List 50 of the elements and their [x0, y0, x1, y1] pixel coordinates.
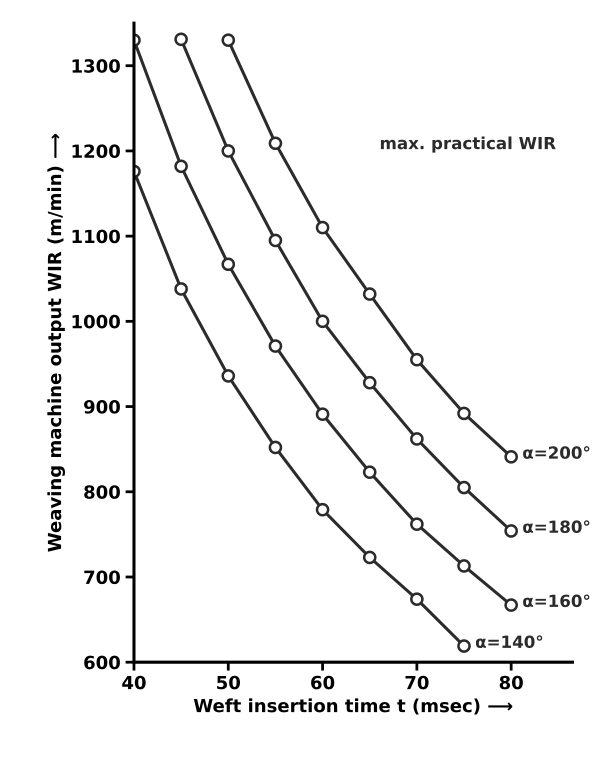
point	[221, 369, 236, 383]
point	[504, 598, 518, 612]
point	[221, 144, 236, 158]
y-tick-label: 600	[84, 656, 120, 670]
point	[362, 287, 377, 301]
point	[268, 234, 282, 248]
x-tick-label: 70	[406, 676, 429, 690]
point	[457, 406, 471, 420]
point	[362, 550, 377, 564]
point	[174, 282, 188, 296]
point	[316, 407, 330, 422]
series-label: α=200°	[523, 446, 590, 459]
point	[174, 32, 188, 46]
point	[410, 592, 424, 606]
y-axis-title: Weaving machine output WIR (m/min) ⟶	[47, 134, 65, 552]
point	[316, 220, 330, 234]
y-tick-label: 900	[84, 400, 120, 414]
x-axis-title: Weft insertion time t (msec) ⟶	[194, 698, 512, 715]
point	[221, 257, 236, 272]
point	[457, 559, 471, 573]
x-tick-label: 80	[500, 676, 523, 690]
point	[268, 440, 282, 454]
point	[174, 159, 188, 174]
x-tick-label: 60	[311, 676, 334, 690]
y-tick-label: 1300	[72, 59, 120, 73]
point	[410, 432, 424, 446]
point	[221, 33, 236, 47]
series-label: α=180°	[523, 520, 590, 534]
y-tick-label: 1200	[72, 144, 120, 158]
point	[457, 480, 471, 494]
series-label: α=140°	[476, 635, 542, 648]
point	[268, 136, 282, 150]
point	[457, 639, 471, 653]
annotation: max. practical WIR	[380, 136, 556, 153]
point	[268, 339, 282, 353]
point	[316, 502, 330, 516]
x-tick-label: 50	[217, 676, 240, 690]
x-tick-label: 40	[122, 676, 146, 690]
y-tick-label: 1100	[72, 230, 120, 244]
y-tick-label: 800	[84, 485, 120, 499]
point	[362, 465, 377, 479]
series-label: α=160°	[523, 594, 590, 608]
point	[504, 524, 518, 538]
point	[504, 450, 518, 464]
y-tick-label: 1000	[72, 314, 120, 328]
point	[410, 352, 424, 366]
point	[362, 376, 377, 390]
point	[410, 517, 424, 531]
y-tick-label: 700	[84, 570, 120, 584]
point	[316, 314, 330, 328]
